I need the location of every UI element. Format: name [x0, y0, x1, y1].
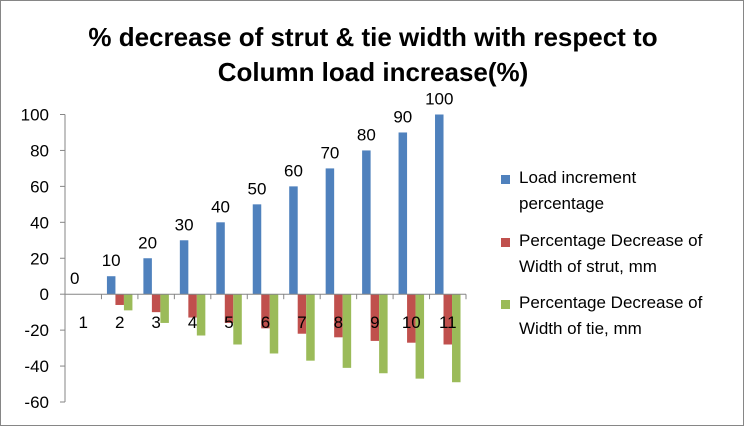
- legend-swatch-series-1: [501, 175, 510, 184]
- legend-label-series-1: Load increment: [519, 168, 636, 187]
- bar-series-1-cat-7: [289, 186, 298, 295]
- chart-title: % decrease of strut & tie width with res…: [88, 22, 657, 87]
- data-label: 10: [102, 251, 121, 270]
- bar-series-3-cat-6: [269, 294, 279, 354]
- data-label: 30: [175, 215, 194, 234]
- y-tick-label: 60: [30, 177, 49, 196]
- bar-series-1-cat-3: [143, 258, 152, 295]
- bar-series-3-cat-2: [123, 294, 133, 311]
- bar-series-group: [106, 114, 461, 383]
- data-label: 50: [248, 179, 267, 198]
- x-category-label: 5: [224, 313, 233, 332]
- bar-series-2-cat-4: [188, 294, 197, 318]
- x-category-label: 7: [297, 313, 306, 332]
- x-category-label: 8: [334, 313, 343, 332]
- bar-series-1-cat-11: [435, 114, 444, 295]
- bar-series-2-cat-11: [443, 294, 453, 345]
- bar-series-2-cat-2: [115, 294, 124, 305]
- x-category-label: 2: [115, 313, 124, 332]
- y-tick-label: -40: [24, 357, 49, 376]
- bar-series-2-cat-8: [334, 294, 343, 338]
- bar-series-3-cat-4: [196, 294, 206, 336]
- legend-swatch-series-2: [501, 238, 510, 247]
- bar-series-1-cat-10: [398, 132, 408, 295]
- bar-series-2-cat-5: [224, 294, 234, 323]
- y-tick-label: 40: [30, 213, 49, 232]
- y-tick-label: 20: [30, 249, 49, 268]
- bar-series-3-cat-3: [160, 294, 169, 323]
- chart-title-line-1: % decrease of strut & tie width with res…: [88, 22, 657, 52]
- data-label: 20: [138, 233, 157, 252]
- legend-label-series-1: percentage: [519, 194, 604, 213]
- x-category-label: 1: [78, 313, 87, 332]
- data-label: 100: [425, 90, 453, 109]
- bar-series-1-cat-8: [325, 168, 335, 295]
- bar-series-3-cat-9: [379, 294, 388, 374]
- data-label: 60: [284, 161, 303, 180]
- legend: Load increment percentage Percentage Decre…: [501, 168, 703, 338]
- x-category-label: 6: [261, 313, 270, 332]
- chart-title-line-2: Column load increase(%): [218, 57, 529, 87]
- x-category-label: 10: [402, 313, 421, 332]
- bar-series-1-cat-6: [252, 204, 262, 295]
- bar-series-3-cat-7: [306, 294, 315, 361]
- data-labels-group: 0 10 20 30 40 50 60 70 80 90 100: [70, 90, 453, 289]
- bar-series-2-cat-7: [297, 294, 307, 334]
- bar-series-1-cat-9: [362, 150, 371, 295]
- bar-series-1-cat-2: [106, 276, 116, 295]
- bar-series-3-cat-5: [233, 294, 242, 345]
- bar-series-3-cat-10: [415, 294, 425, 379]
- data-label: 40: [211, 197, 230, 216]
- x-category-label: 9: [370, 313, 379, 332]
- bar-series-1-cat-4: [179, 240, 189, 295]
- x-category-label: 4: [188, 313, 197, 332]
- bar-series-2-cat-10: [407, 294, 416, 343]
- data-label: 70: [320, 143, 339, 162]
- data-label: 0: [70, 269, 79, 288]
- legend-label-series-2: Width of strut, mm: [519, 257, 657, 276]
- bar-series-2-cat-9: [370, 294, 380, 341]
- bar-series-3-cat-11: [452, 294, 461, 383]
- y-tick-label: 0: [40, 285, 49, 304]
- y-axis: -60 -40 -20 0 20 40 60 80 100: [21, 106, 66, 412]
- bar-series-2-cat-3: [151, 294, 161, 313]
- legend-label-series-2: Percentage Decrease of: [519, 231, 703, 250]
- bar-series-1-cat-5: [216, 222, 225, 295]
- data-label: 80: [357, 125, 376, 144]
- y-tick-label: 100: [21, 106, 49, 125]
- y-tick-label: -60: [24, 393, 49, 412]
- x-category-label: 11: [439, 313, 457, 332]
- x-category-label: 3: [151, 313, 160, 332]
- x-axis: 1 2 3 4 5 6 7 8 9 10 11: [64, 293, 467, 332]
- legend-label-series-3: Width of tie, mm: [519, 319, 642, 338]
- y-tick-label: -20: [24, 321, 49, 340]
- legend-swatch-series-3: [501, 300, 510, 309]
- y-tick-label: 80: [30, 141, 49, 160]
- data-label: 90: [393, 107, 412, 126]
- bar-series-3-cat-8: [342, 294, 352, 368]
- legend-label-series-3: Percentage Decrease of: [519, 293, 703, 312]
- bar-series-2-cat-6: [261, 294, 270, 329]
